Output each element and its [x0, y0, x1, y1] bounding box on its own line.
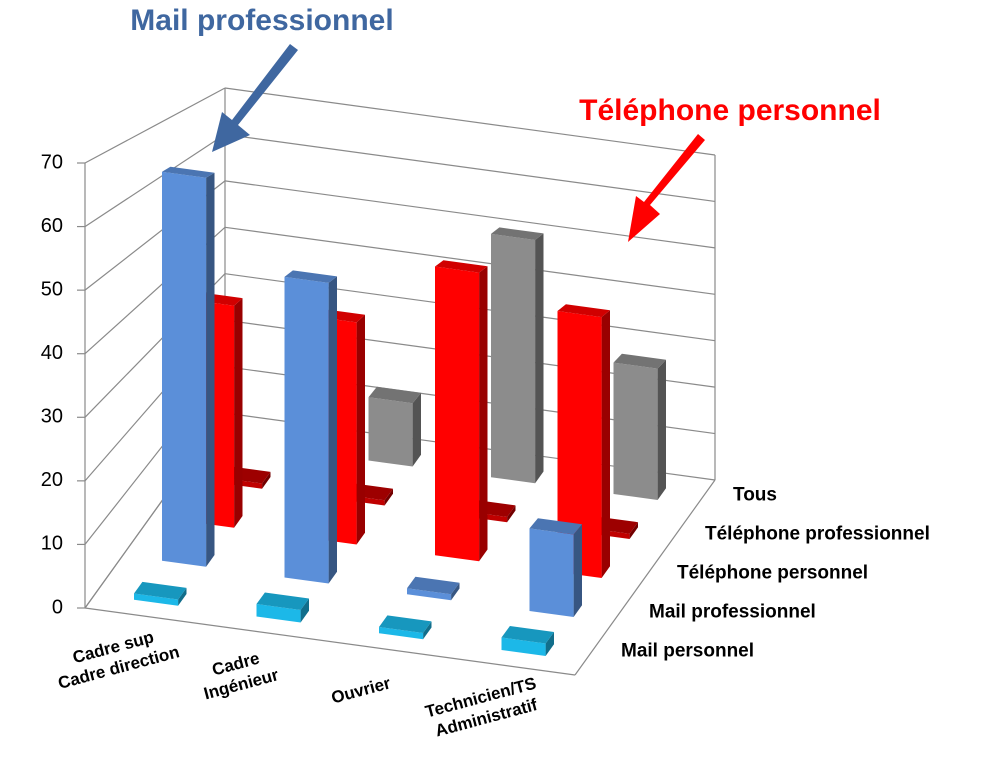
y-tick-label: 40	[41, 342, 63, 364]
bar-top	[491, 227, 544, 240]
bar-front	[284, 276, 329, 584]
bar	[557, 304, 610, 578]
bar-side	[262, 471, 271, 489]
bar-side	[412, 392, 421, 467]
bar	[613, 353, 666, 500]
grid-line	[224, 133, 716, 203]
annotation: Mail professionnel	[130, 4, 393, 37]
x-tick-label: Cadre supCadre direction	[51, 622, 182, 693]
bar-front	[435, 266, 480, 562]
y-tick-label: 50	[41, 278, 63, 300]
bars	[134, 166, 666, 656]
legend-label: Téléphone professionnel	[705, 524, 930, 545]
bar-top	[162, 166, 215, 178]
bar-side	[384, 488, 393, 506]
bar	[529, 518, 582, 617]
bar-top	[256, 592, 309, 610]
bar-front	[256, 604, 301, 623]
bar-front	[407, 588, 452, 601]
bar-side	[206, 172, 215, 567]
bar-side	[423, 621, 432, 640]
legend-label: Mail professionnel	[649, 602, 816, 623]
bar	[134, 581, 187, 606]
y-tick-label: 70	[41, 151, 63, 173]
bar-front	[501, 637, 546, 656]
bar-side	[356, 314, 365, 545]
bar	[256, 592, 309, 623]
bar-front	[491, 233, 536, 484]
bar-top	[284, 270, 337, 283]
y-tick-label: 60	[41, 215, 63, 237]
arrow	[628, 134, 705, 242]
bar	[407, 576, 460, 601]
y-tick-label: 30	[41, 406, 63, 428]
bar	[501, 626, 554, 656]
y-tick-label: 20	[41, 469, 63, 491]
bar-side	[479, 266, 488, 562]
y-tick-label: 0	[52, 596, 63, 618]
bar	[284, 270, 337, 584]
bar-side	[573, 524, 582, 617]
annotation: Téléphone personnel	[579, 94, 881, 127]
legend-label: Mail personnel	[621, 641, 754, 662]
grid-line	[224, 226, 716, 295]
bar-top	[368, 386, 421, 404]
bar-top	[501, 626, 554, 644]
bar-top	[379, 615, 432, 633]
bar-top	[557, 304, 610, 318]
y-tick-label: 10	[41, 533, 63, 555]
bar-side	[234, 298, 243, 528]
bar-front	[368, 397, 413, 467]
bar-front	[557, 311, 602, 578]
bar-side	[328, 276, 337, 584]
bar-top	[529, 518, 582, 535]
bar	[491, 227, 544, 484]
bar-side	[178, 587, 187, 606]
bar-side	[451, 582, 460, 601]
bar-side	[507, 505, 516, 523]
bar-top	[435, 260, 488, 273]
bar-top	[134, 581, 187, 600]
bar-front	[613, 362, 658, 500]
grid-line	[84, 133, 226, 228]
bar-top	[613, 353, 666, 369]
legend-label: Tous	[733, 485, 777, 506]
x-tick-label: Technicien/TSAdministratif	[423, 674, 543, 742]
bar-side	[545, 632, 554, 656]
x-tick-label: CadreIngénieur	[196, 645, 281, 704]
bar	[379, 615, 432, 640]
bar	[368, 386, 421, 467]
legend-label: Téléphone personnel	[677, 563, 868, 584]
bar-side	[601, 310, 610, 578]
floor-edge	[574, 479, 716, 676]
bar-side	[629, 522, 638, 539]
bar-side	[657, 359, 666, 500]
bar-front	[529, 528, 574, 617]
bar-side	[535, 233, 544, 484]
floor-edge	[84, 607, 576, 676]
bar-front	[162, 171, 207, 567]
arrow	[212, 44, 298, 152]
grid-line	[224, 87, 716, 156]
x-tick-label-line: Ouvrier	[329, 674, 393, 708]
bar-top	[407, 576, 460, 595]
labels: 0 10 20 30 40 50 60 70 Cadre supCadre direction C…	[41, 151, 930, 742]
bar-side	[300, 598, 309, 623]
bar-front	[134, 593, 179, 606]
bar-front	[379, 627, 424, 640]
bar	[162, 166, 215, 567]
bar	[435, 260, 488, 562]
grid-line	[84, 87, 226, 164]
x-tick-label: Ouvrier	[329, 674, 393, 708]
